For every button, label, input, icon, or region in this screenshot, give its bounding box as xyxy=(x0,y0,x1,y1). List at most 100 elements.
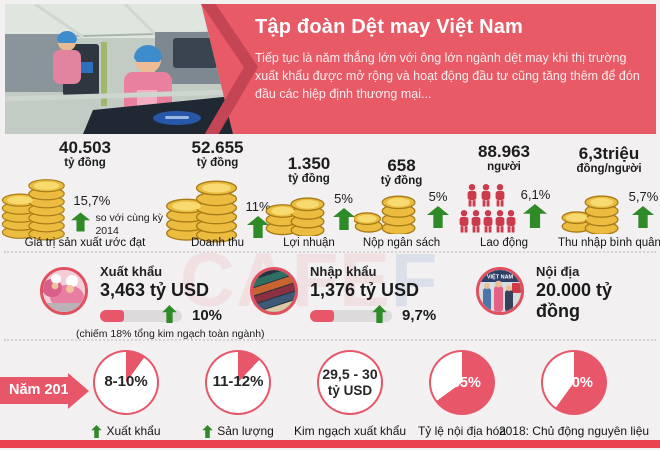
import-value: 1,376 tỷ USD xyxy=(310,280,420,300)
kpi-number: 6,3triệu xyxy=(578,144,640,163)
kpi-production-value: 40.503 tỷ đồng 15,7% so với cùng kỳ 2014 xyxy=(0,134,170,251)
pie-chart: 65% xyxy=(429,350,495,415)
coin-stack-icon xyxy=(265,197,325,236)
kpi-number: 40.503 xyxy=(59,138,111,157)
up-arrow-icon xyxy=(202,424,213,438)
kpi-unit: tỷ đồng xyxy=(64,157,106,170)
domestic-photo: VIỆT NAM xyxy=(476,267,524,315)
kpi-number: 88.963 xyxy=(478,142,530,161)
progress-track xyxy=(100,304,182,323)
up-arrow-icon xyxy=(523,204,548,228)
dotted-divider xyxy=(4,339,656,341)
import-photo xyxy=(250,267,298,315)
kpi-budget-contribution: 658 tỷ đồng 5% Nộp ngân sách xyxy=(353,134,450,251)
kpi-unit: tỷ đồng xyxy=(196,157,239,170)
domestic-title: Nội địa xyxy=(536,264,580,279)
kpi-number: 658 xyxy=(387,156,416,175)
circle-badge: 29,5 - 30 tỷ USD xyxy=(317,350,383,415)
up-arrow-icon xyxy=(247,215,269,238)
export-value: 3,463 tỷ USD xyxy=(100,280,210,300)
target-label: Tỷ lệ nội địa hóa xyxy=(418,424,506,438)
export-growth-bar: 10% xyxy=(100,304,223,324)
pie-value: 65% xyxy=(451,374,481,391)
target-label: 2018: Chủ động nguyên liệu xyxy=(499,424,649,438)
target-materials-2018: 60% 2018: Chủ động nguyên liệu xyxy=(499,341,649,438)
kpi-unit: tỷ đồng xyxy=(380,175,423,188)
kpi-average-income: 6,3triệu đồng/người 5,7% Thu nhập bình qu… xyxy=(558,134,660,251)
export-note: (chiếm 18% tổng kim ngạch toàn ngành) xyxy=(76,328,265,340)
bottom-accent-bar xyxy=(0,440,660,448)
export-photo xyxy=(40,267,88,315)
kpi-label: Thu nhập bình quân xyxy=(558,237,660,249)
target-label: Kim ngạch xuất khẩu xyxy=(294,424,406,438)
progress-fill xyxy=(310,309,334,322)
kpi-label: Giá trị sản xuất ước đạt xyxy=(24,237,146,249)
export-growth: 10% xyxy=(192,307,223,324)
year-2016-tag: Năm 2016 xyxy=(0,377,77,404)
coin-stack-icon xyxy=(354,195,416,234)
kpi-number: 52.655 xyxy=(191,138,244,157)
import-block: Nhập khẩu 1,376 tỷ USD 9,7% xyxy=(250,264,436,324)
target-output: 11-12% Sản lượng xyxy=(182,341,294,438)
coin-stack-icon xyxy=(1,178,65,241)
target-label: Xuất khẩu xyxy=(91,424,161,438)
kpi-labor: 88.963 người 6,1% Lao động xyxy=(450,134,558,251)
coin-stack-icon xyxy=(561,195,619,234)
trade-row: CAFEF Xuất khẩu 3,463 tỷ USD xyxy=(0,238,660,340)
kpi-growth: 15,7% xyxy=(73,192,111,208)
target-label-text: Sản lượng xyxy=(217,424,274,438)
kpi-growth: 6,1% xyxy=(520,187,551,202)
header-banner: Tập đoàn Dệt may Việt Nam Tiếp tục là nă… xyxy=(5,4,656,134)
page-description: Tiếp tục là năm thắng lớn với ông lớn ng… xyxy=(255,51,640,102)
kpi-label: Lao động xyxy=(480,237,528,249)
factory-photo xyxy=(5,4,233,134)
pie-value: 8-10% xyxy=(104,373,148,391)
targets-2016-row: Năm 2016 8-10% Xuất khẩu 11-12% Sản lượn… xyxy=(0,341,660,438)
kpi-growth: 5,7% xyxy=(628,189,659,204)
pie-value: 60% xyxy=(563,374,593,391)
progress-track xyxy=(310,304,392,323)
coin-stack-icon xyxy=(166,180,238,243)
factory-scene-illustration xyxy=(5,4,233,134)
kpi-growth: 5% xyxy=(428,189,448,204)
target-label-text: Xuất khẩu xyxy=(106,424,161,438)
dotted-divider xyxy=(4,251,656,253)
kpi-label: Lợi nhuận xyxy=(283,237,335,249)
kpi-growth: 5% xyxy=(334,190,353,206)
pie-chart: 11-12% xyxy=(205,350,271,415)
kpi-row: 40.503 tỷ đồng 15,7% so với cùng kỳ 2014 xyxy=(0,134,660,251)
kpi-number: 1.350 xyxy=(287,154,331,173)
kpi-label: Nộp ngân sách xyxy=(362,237,441,249)
kpi-value: 40.503 tỷ đồng xyxy=(59,138,111,170)
pie-chart: 8-10% xyxy=(93,350,159,415)
up-arrow-icon xyxy=(162,304,177,323)
chevron-right-icon xyxy=(201,4,259,134)
import-growth-bar: 9,7% xyxy=(310,304,437,324)
target-export: 8-10% Xuất khẩu xyxy=(70,341,182,438)
export-block: Xuất khẩu 3,463 tỷ USD 10% (chiếm 18% tổ… xyxy=(40,264,265,340)
domestic-photo-sign: VIỆT NAM xyxy=(487,273,514,281)
kpi-unit: đồng/người xyxy=(576,163,642,176)
pie-value: 29,5 - 30 tỷ USD xyxy=(322,366,378,398)
kpi-growth-note: so với cùng kỳ 2014 xyxy=(95,211,164,237)
up-arrow-icon xyxy=(91,424,103,438)
kpi-profit: 1.350 tỷ đồng 5% Lợi nhuận xyxy=(265,134,355,251)
up-arrow-icon xyxy=(427,206,449,228)
target-label: Sản lượng xyxy=(202,424,274,438)
progress-fill xyxy=(100,309,124,322)
kpi-growth: 11% xyxy=(245,198,271,214)
import-growth: 9,7% xyxy=(402,307,437,324)
kpi-unit: người xyxy=(487,161,521,174)
target-label-text: Kim ngạch xuất khẩu xyxy=(293,424,407,438)
domestic-block: VIỆT NAM Nội địa 20.000 tỷ đồng xyxy=(476,264,660,322)
page-title: Tập đoàn Dệt may Việt Nam xyxy=(255,16,524,38)
target-label-text: 2018: Chủ động nguyên liệu xyxy=(498,424,650,438)
up-arrow-icon xyxy=(632,206,655,228)
up-arrow-icon xyxy=(71,211,91,232)
kpi-revenue: 52.655 tỷ đồng 11% Doanh thu xyxy=(166,134,271,251)
people-icon xyxy=(459,184,516,233)
pie-chart: 60% xyxy=(541,350,607,415)
export-title: Xuất khẩu xyxy=(100,264,163,279)
domestic-value: 20.000 tỷ đồng xyxy=(536,280,613,321)
target-export-turnover: 29,5 - 30 tỷ USD Kim ngạch xuất khẩu xyxy=(294,341,406,438)
